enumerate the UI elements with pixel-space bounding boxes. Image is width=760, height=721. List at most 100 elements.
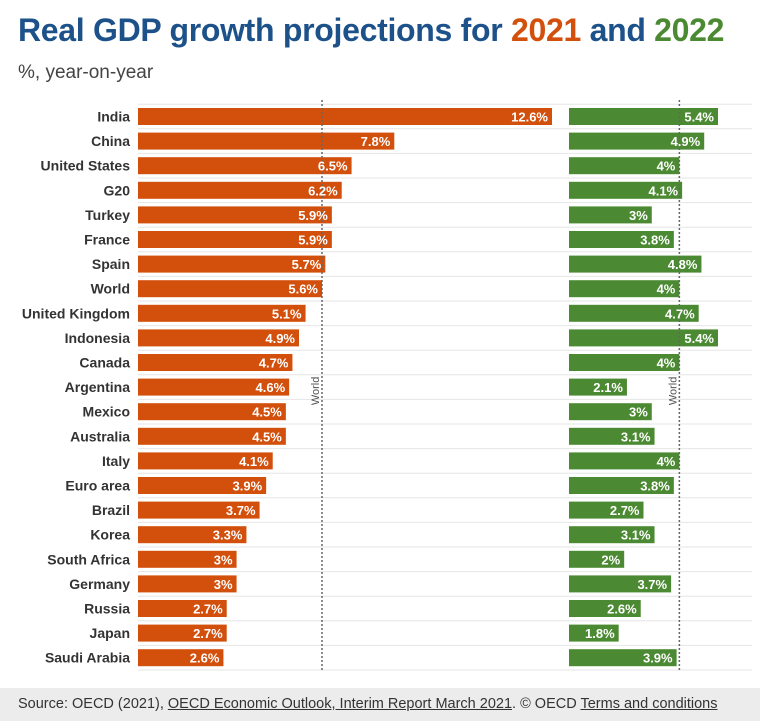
title-and: and (589, 12, 646, 48)
bar-2021-australia[interactable] (138, 427, 286, 445)
bar-2021-mexico[interactable] (138, 403, 286, 421)
terms-link[interactable]: Terms and conditions (580, 696, 718, 712)
bar-2021-euro-area[interactable] (138, 477, 267, 494)
bar-2022-japan[interactable] (569, 624, 619, 642)
value-label-2022-japan: 1.8% (585, 626, 615, 641)
bar-2021-korea[interactable] (138, 526, 247, 544)
value-label-2022-spain: 4.8% (668, 257, 698, 272)
bar-2022-australia[interactable] (569, 427, 655, 445)
category-label-brazil: Brazil (92, 502, 130, 518)
category-label-korea: Korea (90, 527, 130, 543)
bar-2021-italy[interactable] (138, 452, 273, 470)
value-label-2022-germany: 3.7% (637, 577, 667, 592)
category-label-mexico: Mexico (83, 404, 130, 420)
bar-2021-brazil[interactable] (138, 501, 260, 519)
bar-2022-argentina[interactable] (569, 378, 627, 396)
bar-2022-euro-area[interactable] (569, 477, 674, 494)
gridlines (138, 103, 752, 671)
value-label-2021-canada: 4.7% (259, 356, 289, 371)
bar-2022-germany[interactable] (569, 575, 672, 593)
bar-2021-canada[interactable] (138, 354, 293, 371)
bars (138, 108, 718, 667)
bar-2021-argentina[interactable] (138, 378, 290, 396)
category-label-germany: Germany (69, 576, 130, 592)
bar-2021-germany[interactable] (138, 575, 237, 593)
category-label-japan: Japan (90, 625, 130, 641)
bar-2022-russia[interactable] (569, 600, 641, 617)
category-label-russia: Russia (84, 601, 130, 617)
value-label-2022-saudi-arabia: 3.9% (643, 651, 673, 666)
bar-2022-saudi-arabia[interactable] (569, 649, 677, 667)
bar-2022-korea[interactable] (569, 526, 655, 544)
value-label-2021-korea: 3.3% (213, 528, 243, 543)
source-link[interactable]: OECD Economic Outlook, Interim Report Ma… (167, 696, 513, 712)
bar-2021-saudi-arabia[interactable] (138, 649, 224, 667)
bar-2022-turkey[interactable] (569, 206, 652, 224)
value-label-2021-germany: 3% (214, 577, 233, 592)
bar-2021-united-states[interactable] (138, 157, 352, 175)
value-label-2022-turkey: 3% (629, 208, 648, 223)
bar-2021-china[interactable] (138, 132, 395, 150)
bar-2021-india[interactable] (138, 108, 552, 125)
bar-2022-south-africa[interactable] (569, 550, 625, 568)
category-label-canada: Canada (79, 355, 130, 371)
category-label-france: France (84, 232, 130, 248)
chart-subtitle: %, year-on-year (18, 62, 154, 83)
bar-2022-china[interactable] (569, 132, 705, 150)
value-label-2021-south-africa: 3% (214, 552, 233, 567)
value-label-2022-canada: 4% (657, 356, 676, 371)
category-label-g20: G20 (104, 182, 131, 198)
value-label-2021-italy: 4.1% (239, 454, 269, 469)
value-label-2022-korea: 3.1% (621, 528, 651, 543)
copyright-text: . © OECD (512, 696, 577, 712)
bar-2021-japan[interactable] (138, 624, 227, 642)
bar-2022-world[interactable] (569, 280, 680, 298)
bar-2021-united-kingdom[interactable] (138, 304, 306, 322)
value-label-2021-brazil: 3.7% (226, 503, 256, 518)
bar-2021-russia[interactable] (138, 600, 227, 617)
bar-2022-united-states[interactable] (569, 157, 680, 175)
bar-2021-indonesia[interactable] (138, 329, 299, 347)
bar-2022-mexico[interactable] (569, 403, 652, 421)
bar-2022-italy[interactable] (569, 452, 680, 470)
value-label-2022-south-africa: 2% (601, 552, 620, 567)
value-label-2021-spain: 5.7% (292, 257, 322, 272)
value-label-2021-saudi-arabia: 2.6% (190, 651, 220, 666)
bar-2021-france[interactable] (138, 231, 332, 248)
value-label-2022-mexico: 3% (629, 405, 648, 420)
value-label-2021-russia: 2.7% (193, 602, 223, 617)
bar-2022-indonesia[interactable] (569, 329, 718, 347)
value-label-2022-australia: 3.1% (621, 429, 651, 444)
bar-2022-g20[interactable] (569, 181, 683, 199)
bar-2021-world[interactable] (138, 280, 322, 298)
title-year-2021: 2021 (510, 12, 581, 48)
value-label-2022-united-states: 4% (657, 159, 676, 174)
bar-2022-brazil[interactable] (569, 501, 644, 519)
bar-2021-turkey[interactable] (138, 206, 332, 224)
reference-lines: World World (310, 100, 681, 670)
category-label-italy: Italy (102, 453, 130, 469)
gdp-bar-chart: World World India China United States G20 Tur… (22, 100, 752, 671)
labels: India China United States G20 Turkey France Sp… (22, 109, 715, 666)
source-prefix: Source: OECD (2021), (18, 696, 164, 712)
bar-2021-g20[interactable] (138, 181, 342, 199)
bar-2022-france[interactable] (569, 231, 674, 248)
bar-2022-canada[interactable] (569, 354, 680, 371)
bar-2021-south-africa[interactable] (138, 550, 237, 568)
value-label-2021-g20: 6.2% (308, 183, 338, 198)
value-label-2022-russia: 2.6% (607, 602, 637, 617)
chart-title: Real GDP growth projections for 2021 and… (18, 12, 724, 49)
category-label-euro-area: Euro area (65, 478, 130, 494)
source-footer: Source: OECD (2021), OECD Economic Outlo… (0, 688, 760, 721)
value-label-2021-mexico: 4.5% (252, 405, 282, 420)
category-label-india: India (97, 109, 130, 125)
bar-2022-united-kingdom[interactable] (569, 304, 699, 322)
category-label-australia: Australia (70, 428, 130, 444)
bar-2022-india[interactable] (569, 108, 718, 125)
category-label-south-africa: South Africa (47, 551, 130, 567)
bar-2022-spain[interactable] (569, 255, 702, 273)
category-label-argentina: Argentina (65, 379, 131, 395)
bar-2021-spain[interactable] (138, 255, 326, 273)
value-label-2021-india: 12.6% (511, 110, 548, 125)
reference-label-2021: World (310, 377, 322, 406)
